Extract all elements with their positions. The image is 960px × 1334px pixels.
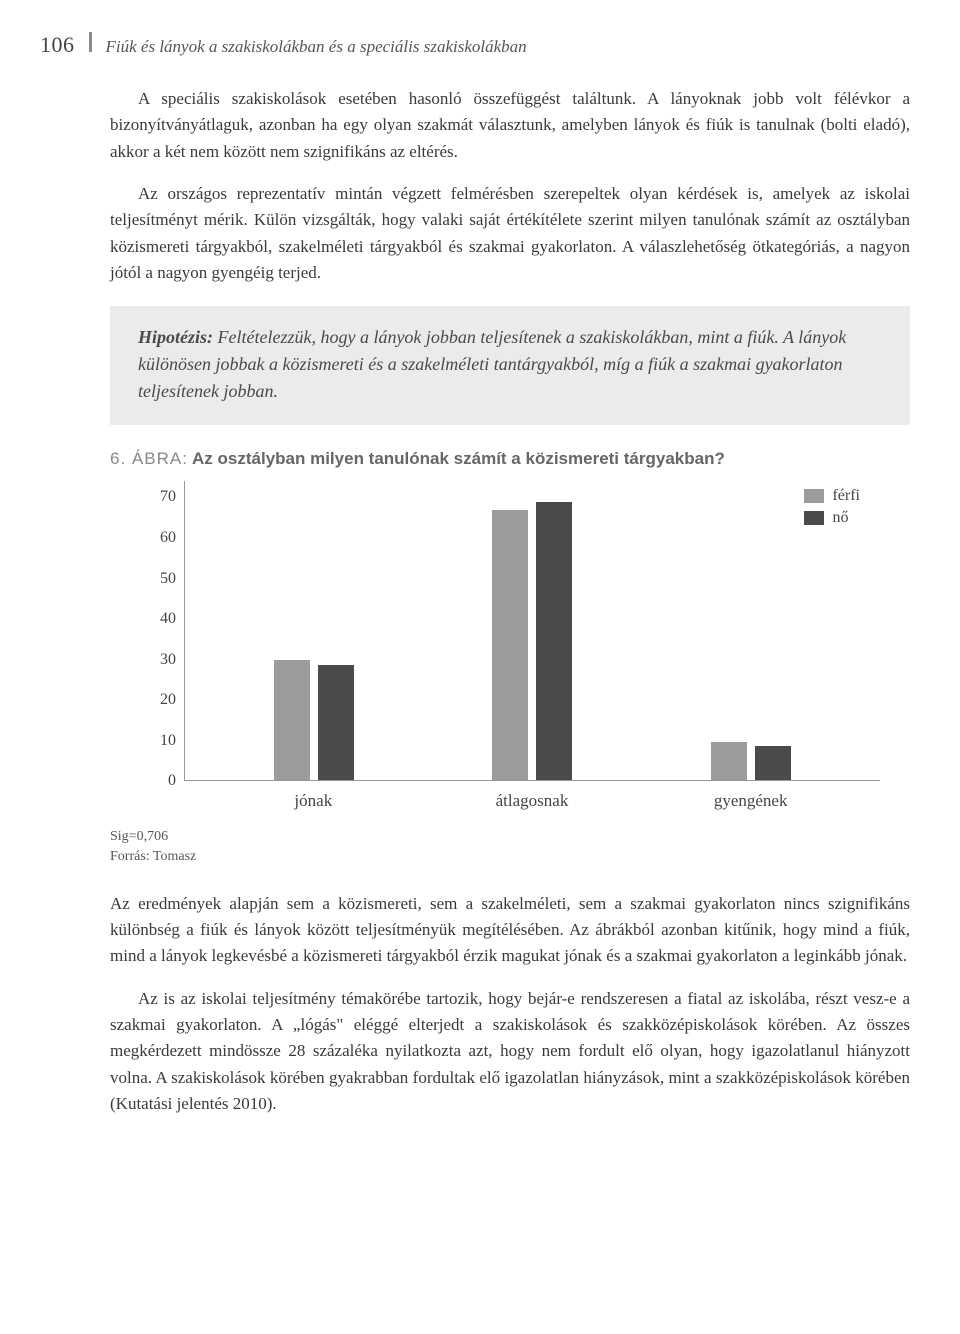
bar [318, 665, 354, 781]
hypothesis-box: Hipotézis: Feltételezzük, hogy a lányok … [110, 306, 910, 425]
hypothesis-body: Feltételezzük, hogy a lányok jobban telj… [138, 327, 846, 401]
chart-footer: Sig=0,706 Forrás: Tomasz [110, 827, 910, 866]
y-tick: 70 [150, 489, 176, 505]
x-label: átlagosnak [440, 791, 624, 811]
bar [536, 502, 572, 781]
y-tick: 60 [150, 530, 176, 546]
running-title: Fiúk és lányok a szakiskolákban és a spe… [106, 37, 527, 57]
sig-line: Sig=0,706 [110, 827, 910, 847]
source-line: Forrás: Tomasz [110, 847, 910, 867]
bar-group [441, 502, 624, 781]
bar-group [222, 660, 405, 780]
bar [274, 660, 310, 780]
y-tick: 40 [150, 611, 176, 627]
bar-chart: 010203040506070 [150, 481, 880, 781]
x-label: jónak [221, 791, 405, 811]
plot-area [184, 481, 880, 781]
page-number: 106 [40, 32, 75, 58]
paragraph-4: Az is az iskolai teljesítmény témakörébe… [110, 986, 910, 1118]
paragraph-2: Az országos reprezentatív mintán végzett… [110, 181, 910, 286]
y-tick: 20 [150, 692, 176, 708]
x-label: gyengének [659, 791, 843, 811]
bar-group [659, 742, 842, 781]
bar [711, 742, 747, 781]
figure-title: 6. ÁBRA: Az osztályban milyen tanulónak … [110, 449, 910, 469]
figure-name: Az osztályban milyen tanulónak számít a … [188, 449, 725, 468]
y-tick: 10 [150, 733, 176, 749]
y-tick: 30 [150, 652, 176, 668]
paragraph-3: Az eredmények alapján sem a közismereti,… [110, 891, 910, 970]
bar [755, 746, 791, 780]
y-tick: 0 [150, 773, 176, 789]
paragraph-1: A speciális szakiskolások esetében hason… [110, 86, 910, 165]
chart-wrapper: férfi nő 010203040506070 jónakátlagosnak… [150, 481, 880, 811]
hypothesis-label: Hipotézis: [138, 327, 213, 347]
x-axis-labels: jónak átlagosnak gyengének [184, 781, 880, 811]
page-header: 106 Fiúk és lányok a szakiskolákban és a… [40, 30, 910, 58]
y-axis: 010203040506070 [150, 481, 184, 781]
bar [492, 510, 528, 780]
y-tick: 50 [150, 571, 176, 587]
hypothesis-text: Hipotézis: Feltételezzük, hogy a lányok … [138, 324, 882, 405]
figure-label: 6. ÁBRA: [110, 449, 188, 468]
header-divider [89, 32, 92, 52]
